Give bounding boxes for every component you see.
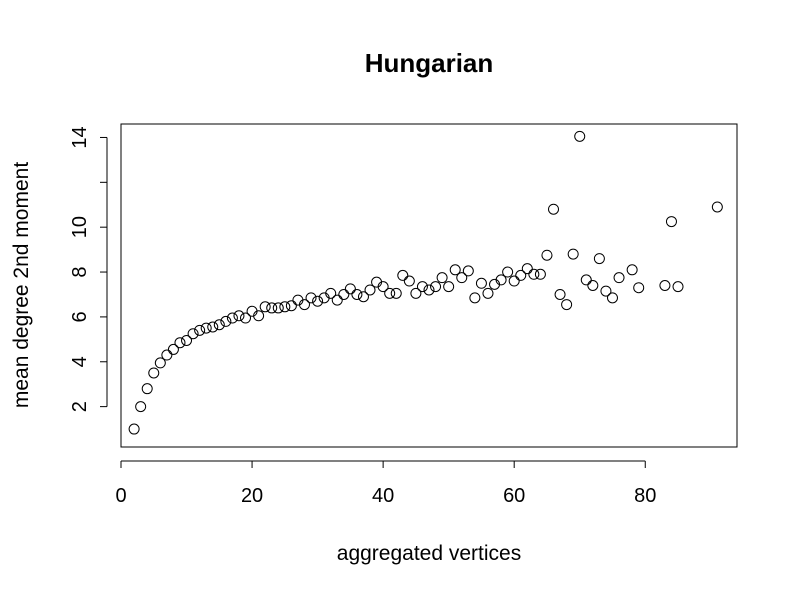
data-point bbox=[574, 130, 586, 142]
x-axis-label: aggregated vertices bbox=[337, 542, 521, 565]
data-point bbox=[606, 292, 618, 304]
y-tick-label: 14 bbox=[69, 126, 91, 148]
data-point bbox=[154, 357, 166, 369]
data-point bbox=[167, 343, 179, 355]
data-point bbox=[272, 302, 284, 314]
data-point bbox=[305, 292, 317, 304]
data-point bbox=[128, 423, 140, 435]
data-point bbox=[449, 264, 461, 276]
data-point bbox=[240, 312, 252, 324]
data-point bbox=[312, 295, 324, 307]
data-point bbox=[416, 281, 428, 293]
data-point bbox=[521, 263, 533, 275]
data-point bbox=[161, 349, 173, 361]
data-point bbox=[226, 312, 238, 324]
data-point bbox=[711, 201, 723, 213]
data-point bbox=[384, 287, 396, 299]
data-point bbox=[207, 321, 219, 333]
data-point bbox=[279, 301, 291, 313]
plot-frame bbox=[120, 123, 738, 448]
data-point bbox=[515, 269, 527, 281]
data-point bbox=[364, 284, 376, 296]
data-point bbox=[141, 383, 153, 395]
data-point bbox=[403, 275, 415, 287]
data-point bbox=[672, 281, 684, 293]
data-point bbox=[351, 288, 363, 300]
data-point bbox=[659, 280, 671, 291]
data-point bbox=[285, 300, 297, 312]
data-point bbox=[298, 299, 310, 311]
data-point bbox=[266, 302, 278, 314]
data-point bbox=[233, 310, 245, 322]
data-point bbox=[148, 367, 160, 379]
x-tick-label: 60 bbox=[503, 485, 525, 507]
data-point bbox=[410, 287, 422, 299]
data-point bbox=[174, 337, 186, 349]
data-point bbox=[469, 292, 481, 304]
data-point bbox=[528, 268, 540, 280]
data-points bbox=[128, 130, 723, 435]
data-point bbox=[508, 275, 520, 287]
x-tick-label: 80 bbox=[634, 485, 656, 507]
data-point bbox=[194, 324, 206, 336]
y-tick-label: 2 bbox=[69, 401, 91, 412]
data-point bbox=[390, 287, 402, 299]
data-point bbox=[200, 322, 212, 334]
x-tick-label: 20 bbox=[241, 485, 263, 507]
data-point bbox=[344, 283, 356, 295]
data-point bbox=[561, 299, 573, 311]
data-point bbox=[626, 264, 638, 276]
data-point bbox=[325, 287, 337, 299]
y-tick-label: 8 bbox=[69, 266, 91, 277]
y-tick-label: 4 bbox=[69, 356, 91, 367]
data-point bbox=[554, 288, 566, 300]
data-point bbox=[443, 281, 455, 293]
data-point bbox=[633, 282, 645, 294]
data-point bbox=[534, 268, 546, 280]
data-point bbox=[600, 285, 612, 297]
data-point bbox=[331, 294, 343, 306]
data-point bbox=[181, 334, 193, 346]
data-point bbox=[397, 269, 409, 281]
data-point bbox=[665, 216, 677, 228]
y-tick-label: 6 bbox=[69, 311, 91, 322]
x-axis: 0 20 40 60 80 bbox=[115, 460, 656, 507]
data-point bbox=[213, 319, 225, 331]
data-point bbox=[259, 301, 271, 313]
data-point bbox=[495, 274, 507, 286]
data-point bbox=[548, 203, 560, 215]
data-point bbox=[377, 281, 389, 293]
data-point bbox=[567, 248, 579, 260]
data-point bbox=[580, 274, 592, 286]
data-point bbox=[357, 291, 369, 303]
data-point bbox=[135, 401, 147, 413]
y-tick-label: 10 bbox=[69, 216, 91, 238]
data-point bbox=[587, 280, 599, 291]
data-point bbox=[430, 281, 442, 293]
data-point bbox=[436, 272, 448, 284]
data-point bbox=[253, 310, 265, 322]
data-point bbox=[423, 284, 435, 296]
data-point bbox=[338, 288, 350, 300]
data-point bbox=[541, 249, 553, 261]
y-axis-label: mean degree 2nd moment bbox=[10, 162, 33, 408]
data-point bbox=[482, 287, 494, 299]
chart-title: Hungarian bbox=[365, 48, 494, 78]
data-point bbox=[187, 328, 199, 340]
data-point bbox=[502, 266, 514, 278]
data-point bbox=[475, 277, 487, 289]
x-tick-label: 40 bbox=[372, 485, 394, 507]
y-axis: 2 4 6 8 10 14 bbox=[69, 126, 108, 412]
data-point bbox=[456, 272, 468, 284]
data-point bbox=[462, 265, 474, 277]
data-point bbox=[593, 253, 605, 265]
data-point bbox=[613, 272, 625, 284]
data-point bbox=[220, 315, 232, 327]
x-tick-label: 0 bbox=[115, 485, 126, 507]
